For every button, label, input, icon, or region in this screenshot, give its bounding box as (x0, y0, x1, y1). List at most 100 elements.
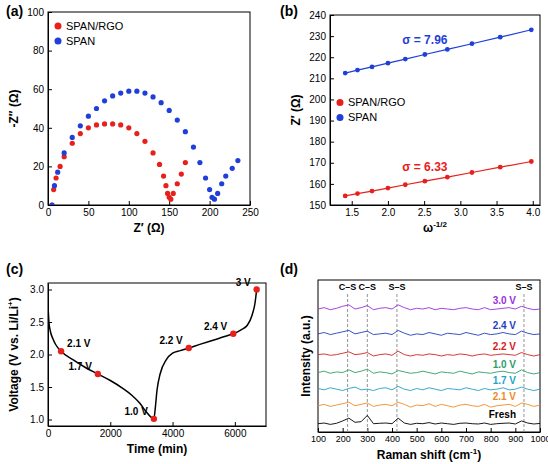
reference-line (523, 294, 524, 432)
axis: 1002003004005006007008009001000 (311, 428, 548, 444)
tick-label: 160 (309, 179, 326, 190)
tick-mark (424, 201, 425, 205)
tick: 3.5 (490, 201, 504, 218)
series-line (318, 351, 540, 356)
legend-item: SPAN/RGO (55, 20, 124, 32)
panel-title: (c) (6, 261, 23, 277)
data-point (370, 65, 375, 70)
data-point (223, 173, 228, 178)
data-point (58, 164, 63, 169)
data-point (212, 197, 217, 202)
tick-mark (515, 428, 516, 432)
tick: 400 (385, 428, 400, 444)
plot-area (49, 89, 240, 205)
tick: 100 (311, 428, 326, 444)
tick-label: 1000 (530, 434, 548, 444)
data-point (370, 189, 375, 194)
tick: 600 (434, 428, 449, 444)
tick: 200 (309, 94, 334, 105)
label-part: Voltage (V vs. Li/Li (7, 306, 21, 412)
tick-mark (48, 205, 52, 206)
tick-mark (343, 428, 344, 432)
tick-mark (88, 201, 89, 205)
data-point (118, 122, 123, 127)
axis-line (49, 205, 251, 206)
tick: 900 (508, 428, 523, 444)
annotation-point (58, 348, 64, 354)
panel-title: (b) (280, 3, 298, 19)
tick: 4.0 (526, 201, 540, 218)
tick: 2000 (100, 422, 123, 439)
y-axis-title: Z′ (Ω) (289, 94, 303, 125)
data-point (53, 175, 58, 180)
data-point (78, 131, 83, 136)
tick: 800 (484, 428, 499, 444)
data-point (49, 202, 54, 205)
panel: 050100150200250020406080100(a)Z′ (Ω)-Z″ … (6, 3, 259, 235)
data-point (175, 181, 180, 186)
tick: 80 (33, 45, 52, 56)
tick: 150 (161, 201, 178, 218)
tick: 6000 (224, 422, 247, 439)
data-point (386, 61, 391, 66)
tick: 4000 (162, 422, 185, 439)
data-point (529, 27, 534, 32)
tick-mark (250, 201, 251, 205)
plot-frame (48, 283, 266, 426)
annotation-label: 2.2 V (159, 335, 183, 346)
data-point (70, 141, 75, 146)
data-point (62, 150, 67, 155)
tick: 1.0 (30, 414, 52, 425)
tick-mark (330, 184, 334, 185)
data-point (171, 191, 176, 196)
tick: 100 (121, 201, 138, 218)
figure: 050100150200250020406080100(a)Z′ (Ω)-Z″ … (0, 0, 548, 464)
tick-mark (129, 201, 130, 205)
tick-mark (330, 99, 334, 100)
tick: 2.0 (381, 201, 395, 218)
data-point (422, 52, 427, 57)
tick-label: 4000 (162, 428, 185, 439)
data-point (355, 68, 360, 73)
tick-label: 6000 (224, 428, 247, 439)
tick-mark (48, 420, 52, 421)
tick-label: 100 (27, 7, 44, 18)
tick-label: 210 (309, 73, 326, 84)
panel-title: (d) (280, 261, 298, 277)
tick: 2.0 (30, 349, 52, 360)
tick-mark (540, 428, 541, 432)
data-point (197, 160, 202, 165)
legend-label: SPAN (348, 111, 377, 123)
tick-label: 40 (33, 123, 45, 134)
tick-label: 200 (202, 207, 219, 218)
tick-label: 2.0 (381, 207, 395, 218)
tick-label: 170 (309, 157, 326, 168)
tick: 3.0 (30, 284, 52, 295)
legend-item: SPAN (55, 35, 96, 47)
tick: 230 (309, 31, 334, 42)
data-point (498, 35, 503, 40)
plot-frame (318, 280, 540, 432)
data-point (86, 125, 91, 130)
tick: 1.5 (345, 201, 359, 218)
tick-mark (48, 290, 52, 291)
tick: 180 (309, 136, 334, 147)
tick: 50 (83, 201, 95, 218)
plot-frame (48, 12, 250, 205)
annotation-label: S–S (515, 282, 532, 292)
plot-area (318, 294, 540, 432)
series-label: 2.1 V (493, 391, 517, 402)
tick-label: 250 (242, 207, 259, 218)
data-point (355, 191, 360, 196)
legend-marker (55, 23, 62, 30)
data-point (150, 94, 155, 99)
data-point (191, 145, 196, 150)
data-point (230, 166, 235, 171)
tick-label: 230 (309, 31, 326, 42)
tick-mark (330, 36, 334, 37)
tick-mark (330, 142, 334, 143)
tick: 200 (336, 428, 351, 444)
data-point (142, 139, 147, 144)
tick: 240 (309, 10, 334, 21)
annotation-label: σ = 6.33 (402, 160, 448, 174)
